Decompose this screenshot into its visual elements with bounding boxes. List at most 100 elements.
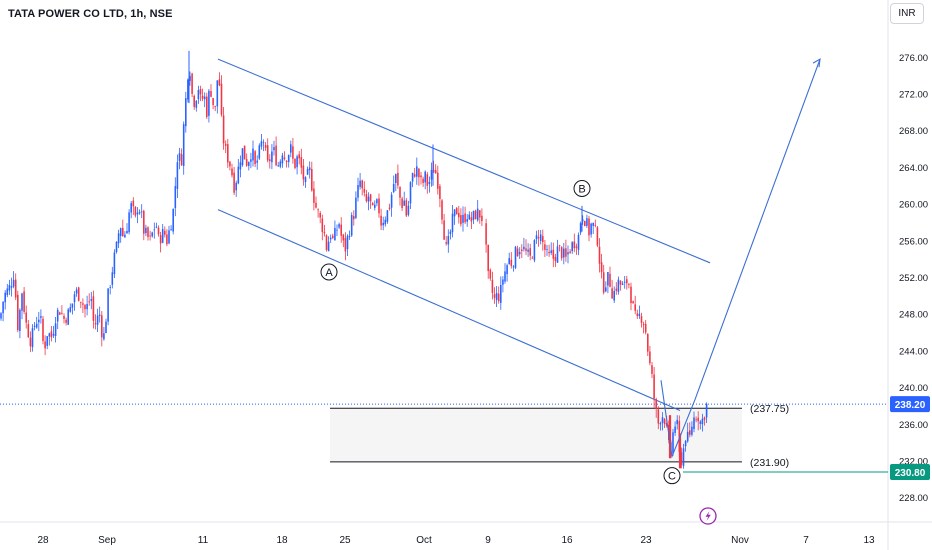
x-tick-label: 28 (37, 535, 49, 546)
y-tick-label: 236.00 (899, 420, 928, 431)
candle-body (113, 252, 116, 275)
candle-body (506, 265, 508, 275)
candle-body (659, 423, 662, 425)
currency-button[interactable]: INR (890, 3, 924, 24)
candle-body (266, 145, 269, 161)
candle-body (298, 154, 300, 159)
candle-body (153, 229, 156, 231)
candle-body (605, 287, 607, 292)
candle-body (565, 248, 567, 257)
candle-body (584, 220, 586, 227)
x-tick-label: 11 (198, 535, 209, 546)
candle-body (613, 290, 615, 301)
candle-body (61, 312, 63, 314)
candle-body (462, 214, 464, 223)
candle-body (96, 315, 99, 325)
candle-body (256, 160, 258, 163)
candle-body (38, 319, 40, 323)
candle-body (689, 430, 691, 435)
candle-body (455, 207, 458, 215)
candle-body (703, 417, 706, 420)
candle-body (636, 313, 639, 317)
candle-body (382, 222, 384, 226)
candle-body (229, 161, 231, 167)
candle-body (109, 287, 111, 288)
candle-body (325, 235, 328, 250)
candle-body (695, 419, 697, 421)
candle-body (447, 235, 450, 245)
candle-body (107, 288, 109, 322)
candle-body (573, 241, 576, 249)
candle-body (491, 279, 494, 293)
candle-body (632, 301, 634, 304)
candle-body (422, 178, 424, 183)
y-tick-label: 252.00 (899, 273, 928, 284)
candle-body (527, 249, 529, 252)
candle-body (187, 79, 189, 100)
candle-body (493, 294, 496, 298)
candle-body (262, 142, 265, 144)
candle-body (128, 212, 130, 233)
candle-body (73, 294, 76, 303)
candle-body (489, 269, 492, 279)
candle-body (458, 212, 460, 218)
candle-body (103, 333, 105, 340)
candle-body (279, 161, 282, 167)
candle-body (134, 206, 137, 216)
candle-body (550, 250, 552, 253)
candle-body (17, 294, 19, 331)
candle-body (476, 208, 479, 221)
candle-body (159, 235, 162, 244)
candle-body (233, 172, 235, 193)
candle-body (510, 259, 513, 267)
candle-body (378, 198, 380, 214)
y-tick-label: 232.00 (899, 457, 928, 468)
candle-body (399, 187, 401, 198)
candle-body (212, 97, 214, 105)
candle-body (336, 229, 338, 231)
candle-body (682, 448, 685, 467)
candle-body (313, 188, 315, 203)
wave-label: C (668, 471, 676, 483)
candle-body (504, 271, 506, 282)
candle-body (80, 301, 82, 303)
candle-body (140, 211, 143, 213)
candle-body (54, 323, 57, 336)
candle-body (397, 172, 399, 186)
candle-body (567, 252, 569, 255)
candle-body (353, 216, 355, 220)
candle-body (182, 124, 185, 166)
candle-body (418, 168, 420, 178)
candle-body (48, 333, 51, 337)
candle-body (466, 219, 468, 222)
candle-body (75, 289, 78, 294)
candle-body (392, 183, 395, 193)
candle-body (84, 305, 86, 310)
candle-body (130, 203, 132, 213)
candle-body (647, 334, 649, 352)
candle-body (518, 251, 521, 255)
channel-line (217, 209, 681, 412)
candle-body (210, 91, 212, 97)
x-tick-label: 25 (339, 535, 351, 546)
candle-body (577, 234, 580, 250)
channel-line (217, 58, 711, 264)
candle-body (300, 157, 303, 168)
wave-label: A (325, 267, 333, 279)
candle-body (252, 148, 254, 161)
candle-body (151, 232, 153, 237)
candle-body (174, 186, 177, 209)
candle-body (33, 326, 36, 327)
candle-body (23, 291, 25, 312)
candle-body (552, 249, 555, 259)
candle-body (569, 251, 571, 253)
candle-body (334, 228, 336, 241)
candle-body (693, 417, 695, 429)
candle-body (644, 323, 647, 333)
candle-body (275, 145, 277, 166)
candle-body (594, 224, 597, 226)
candle-body (216, 80, 219, 107)
candle-body (147, 227, 149, 237)
